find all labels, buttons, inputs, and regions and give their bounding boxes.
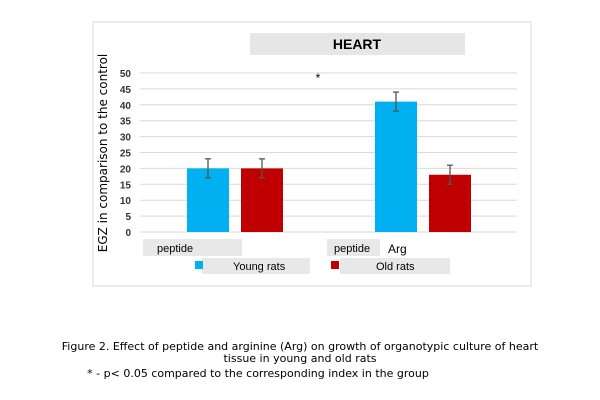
bar-young-1	[187, 168, 229, 232]
legend-swatch-old	[331, 261, 339, 269]
bar-young-2	[375, 101, 417, 233]
y-tick-label: 20	[120, 164, 132, 175]
caption-line-1: Figure 2. Effect of peptide and arginine…	[61, 340, 539, 353]
y-tick-label: 10	[120, 196, 132, 207]
significance-mark: *	[316, 71, 321, 85]
group-label-box-1	[143, 239, 242, 256]
group-label-2-box-text: peptide	[334, 243, 370, 255]
error-bar	[393, 91, 399, 112]
y-axis-label: EGZ in comparison to the control	[96, 54, 110, 253]
y-tick-label: 45	[120, 85, 132, 96]
bars	[187, 101, 471, 233]
error-bar	[447, 164, 453, 185]
group-label-box-2	[327, 239, 380, 256]
y-tick-label: 40	[120, 101, 132, 112]
legend-box-young	[202, 258, 310, 274]
group-label-1: peptide	[157, 243, 193, 255]
y-tick-label: 15	[120, 180, 132, 191]
chart-title: HEART	[333, 36, 382, 52]
y-tick-label: 50	[120, 69, 132, 80]
error-bar	[205, 158, 211, 179]
title-box	[250, 33, 465, 55]
y-tick-label: 30	[120, 133, 132, 144]
error-bar	[259, 158, 265, 179]
group-label-2: Arg	[388, 242, 407, 256]
legend-swatch-young	[195, 261, 203, 269]
y-tick-labels: 0 5 10 15 20 25 30 35 40 45 50	[120, 69, 132, 239]
bar-old-1	[241, 168, 283, 232]
y-tick-label: 0	[125, 228, 131, 239]
y-tick-label: 35	[120, 117, 132, 128]
legend-label-old: Old rats	[376, 261, 415, 273]
caption-line-3: * - p< 0.05 compared to the correspondin…	[87, 367, 429, 380]
y-tick-label: 25	[120, 149, 132, 160]
legend-label-young: Young rats	[233, 261, 286, 273]
caption-line-2: tissue in young and old rats	[223, 352, 377, 365]
error-bars	[205, 91, 453, 185]
y-tick-label: 5	[125, 212, 131, 223]
legend-box-old	[340, 258, 450, 274]
